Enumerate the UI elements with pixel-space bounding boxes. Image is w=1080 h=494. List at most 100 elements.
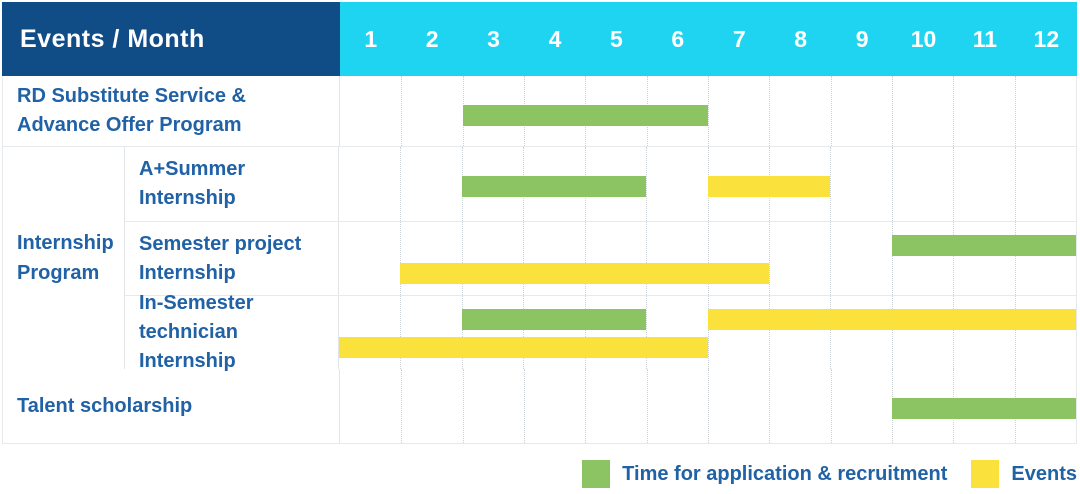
month-header-cell: 1 <box>364 25 378 52</box>
yellow-bar-months-1-6 <box>339 337 708 358</box>
row-label-line: RD Substitute Service & <box>17 85 246 107</box>
green-bar-months-3-5 <box>461 309 647 330</box>
month-gridline <box>400 296 402 369</box>
month-gridline <box>584 222 586 295</box>
yellow-bar-months-2-7 <box>400 263 769 284</box>
month-header-cell: 10 <box>910 25 937 52</box>
group-label-line: Internship <box>17 232 114 254</box>
row-label-line: Semester project <box>139 232 302 255</box>
month-header-cell: 8 <box>794 25 808 52</box>
month-gridline <box>1014 296 1016 369</box>
legend: Time for application & recruitment Event… <box>582 460 1077 488</box>
table-row: In-Semester technician Internship <box>125 292 1076 372</box>
month-gridline <box>585 369 587 443</box>
month-gridline <box>461 222 463 295</box>
row-label-in-semester-technician: In-Semester technician Internship <box>125 292 339 372</box>
month-gridline <box>584 296 586 369</box>
month-gridline <box>401 76 403 146</box>
timeline-cell <box>339 296 1076 369</box>
group-label-line: Program <box>17 262 100 284</box>
month-gridline <box>830 222 832 295</box>
month-gridline <box>892 76 893 146</box>
month-gridline <box>708 369 709 443</box>
header-row: Events / Month 1 2 3 4 5 6 7 8 9 10 11 12 <box>2 2 1077 76</box>
legend-item-events: Events <box>971 460 1077 488</box>
table-body: RD Substitute Service & Advance Offer Pr… <box>2 76 1077 444</box>
month-gridline <box>708 76 709 146</box>
month-gridline <box>400 147 402 221</box>
table-row: Talent scholarship <box>3 369 1076 443</box>
month-gridline <box>523 222 525 295</box>
row-label-line: Advance Offer Program <box>17 114 242 136</box>
timeline-cell <box>339 222 1076 295</box>
month-gridline <box>830 147 832 221</box>
timeline-cell <box>339 147 1076 221</box>
month-gridline <box>1014 222 1016 295</box>
month-gridline <box>768 296 770 369</box>
group-label-internship-program: Internship Program <box>3 147 125 369</box>
month-gridline <box>891 147 893 221</box>
month-gridline <box>953 222 955 295</box>
month-gridline <box>707 296 709 369</box>
month-gridline <box>768 222 770 295</box>
month-gridline <box>1014 76 1016 146</box>
month-header-cell: 11 <box>972 25 998 52</box>
month-header-cell: 7 <box>732 25 746 52</box>
timeline-cell <box>340 369 1076 443</box>
month-gridline <box>523 296 525 369</box>
legend-label: Events <box>1011 462 1077 485</box>
table-row: A+Summer Internship <box>125 147 1076 221</box>
month-gridline <box>461 296 463 369</box>
month-gridline <box>953 296 955 369</box>
row-label-semester-project: Semester project Internship <box>125 222 339 295</box>
green-bar-months-3-6 <box>462 105 708 126</box>
header-months-band: 1 2 3 4 5 6 7 8 9 10 11 12 <box>340 2 1077 76</box>
row-label-line: In-Semester <box>139 292 254 314</box>
row-label-line: Internship <box>139 261 236 284</box>
gantt-table: Events / Month 1 2 3 4 5 6 7 8 9 10 11 12 RD Substi… <box>2 2 1077 444</box>
month-gridline <box>646 222 648 295</box>
green-swatch-icon <box>582 460 611 488</box>
green-bar-months-3-5 <box>461 176 647 197</box>
month-gridline <box>646 369 648 443</box>
month-gridline <box>401 369 403 443</box>
internship-program-group: Internship Program A+Summer Internship S… <box>3 146 1076 372</box>
green-bar-months-10-12 <box>892 398 1076 419</box>
row-label-line: A+Summer <box>139 158 246 180</box>
month-header-cell: 12 <box>1033 25 1060 52</box>
month-gridline <box>769 369 771 443</box>
month-gridline <box>707 222 709 295</box>
month-header-cell: 6 <box>671 25 685 52</box>
yellow-swatch-icon <box>971 460 1000 488</box>
timeline-cell <box>340 76 1076 146</box>
month-gridline <box>891 296 893 369</box>
month-header-cell: 2 <box>425 25 439 52</box>
header-events-month-label: Events / Month <box>2 2 340 76</box>
table-row: RD Substitute Service & Advance Offer Pr… <box>3 76 1076 146</box>
row-label-a-plus-summer: A+Summer Internship <box>125 147 339 221</box>
green-bar-months-10-12 <box>891 235 1076 256</box>
month-header-cell: 4 <box>548 25 562 52</box>
month-gridline <box>400 222 402 295</box>
yellow-bar-months-7-12 <box>707 309 1076 330</box>
month-gridline <box>1014 147 1016 221</box>
month-gridline <box>830 296 832 369</box>
row-label-talent-scholarship: Talent scholarship <box>3 369 340 443</box>
month-gridline <box>524 369 525 443</box>
month-gridline <box>646 296 648 369</box>
month-header-cell: 5 <box>610 25 623 52</box>
legend-item-application-recruitment: Time for application & recruitment <box>582 460 947 488</box>
month-gridline <box>769 76 771 146</box>
group-sub-rows: A+Summer Internship Semester project Int… <box>125 147 1076 372</box>
month-gridline <box>462 369 464 443</box>
month-gridline <box>646 147 648 221</box>
table-row: Semester project Internship <box>125 221 1076 295</box>
month-gridline <box>830 369 832 443</box>
month-gridline <box>953 147 955 221</box>
month-gridline <box>953 76 955 146</box>
yellow-bar-months-7-8 <box>707 176 831 197</box>
month-header-cell: 3 <box>487 25 500 52</box>
row-label-line: Internship <box>139 187 236 209</box>
row-label-rd-substitute: RD Substitute Service & Advance Offer Pr… <box>3 76 340 146</box>
